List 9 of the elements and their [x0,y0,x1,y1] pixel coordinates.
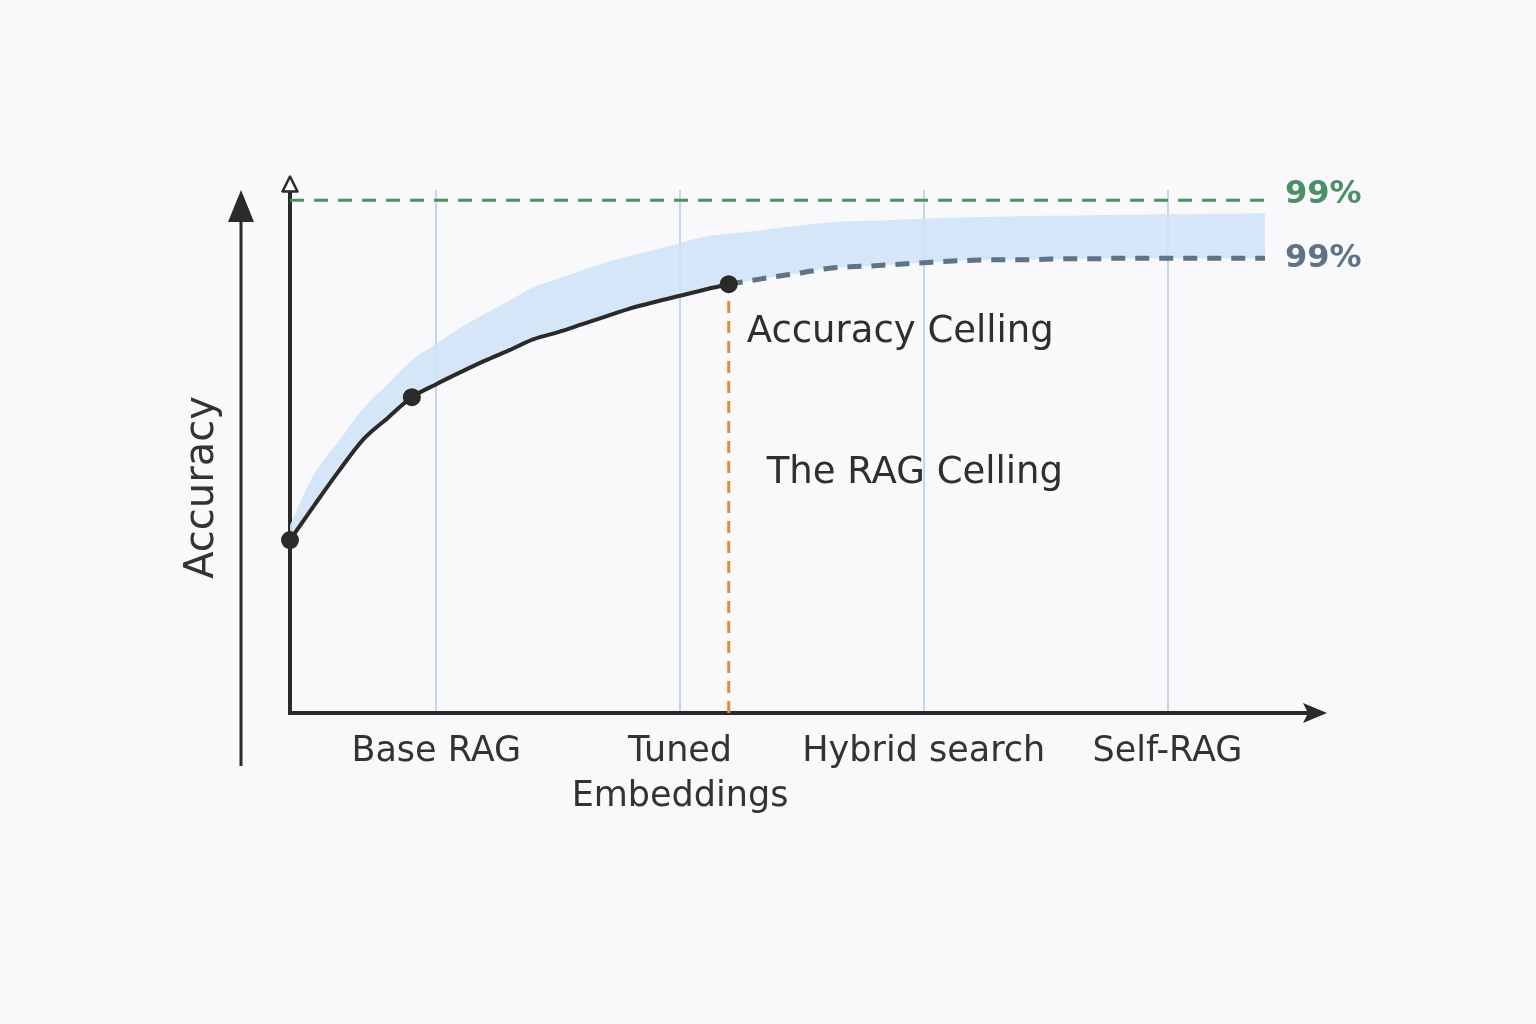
x-tick-label: Self-RAG [1092,728,1243,769]
annotation: Accuracy Celling [746,307,1054,351]
text: 99% [1285,172,1362,211]
x-tick-label: Hybrid search [802,728,1046,769]
annotation: The RAG Celling [765,448,1064,492]
series-label: 99% [1285,236,1362,275]
y-axis-title: Accuracy [176,396,223,579]
x-tick-label: Tuned Embeddings [571,728,789,815]
x-tick-label: Base RAG [351,728,522,769]
